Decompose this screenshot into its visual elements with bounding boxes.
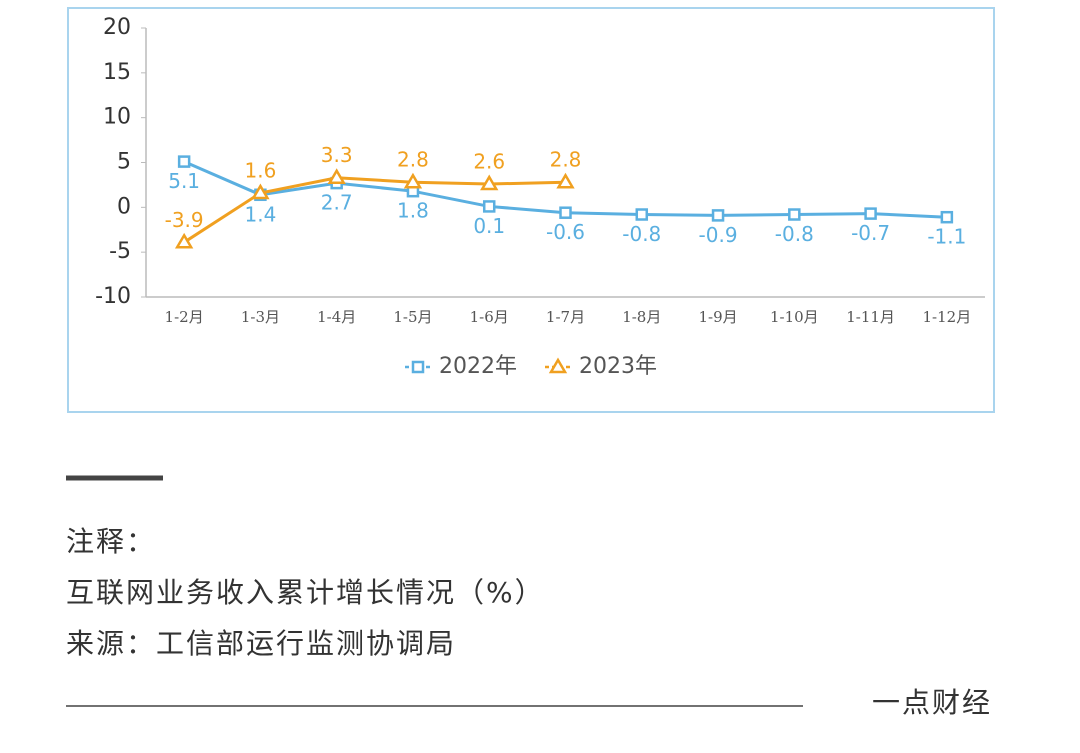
y-tick-label: 20: [103, 15, 131, 40]
data-label: 1.8: [397, 199, 429, 223]
marker: [711, 209, 725, 222]
y-tick-label: -10: [95, 284, 131, 309]
data-label: -0.8: [775, 222, 814, 246]
data-label: -0.8: [622, 222, 661, 246]
data-label: -1.1: [927, 225, 966, 249]
data-label: -0.7: [851, 221, 890, 245]
y-tick-label: 10: [103, 105, 131, 130]
legend-label: 2023年: [579, 354, 657, 379]
series-line: [183, 176, 566, 244]
x-tick-label: 1-4月: [317, 308, 356, 326]
data-label: -0.6: [546, 220, 585, 244]
marker: [864, 207, 877, 220]
data-label: 2.6: [473, 150, 505, 174]
note-line: 来源：工信部运行监测协调局: [66, 627, 456, 660]
data-label: 1.4: [245, 202, 277, 226]
x-tick-label: 1-11月: [846, 308, 895, 326]
x-tick-label: 1-6月: [470, 308, 509, 326]
note-heading: 注释：: [66, 525, 156, 558]
x-tick-label: 1-2月: [165, 308, 204, 326]
data-label: 2.8: [550, 148, 582, 172]
note-line: 互联网业务收入累计增长情况（%）: [66, 576, 545, 609]
legend-label: 2022年: [439, 354, 517, 379]
data-label: 5.1: [168, 169, 200, 193]
y-tick-label: 15: [103, 60, 131, 85]
data-label: 3.3: [321, 143, 353, 167]
y-tick-label: 5: [117, 150, 131, 175]
data-label: -3.9: [165, 208, 204, 232]
legend-marker: [411, 360, 425, 374]
x-tick-label: 1-3月: [241, 308, 280, 326]
marker: [177, 155, 191, 168]
marker: [556, 172, 575, 189]
marker: [403, 172, 423, 189]
marker: [251, 183, 270, 200]
x-tick-label: 1-5月: [393, 308, 432, 326]
legend-marker: [548, 357, 568, 374]
y-tick-label: 0: [117, 194, 131, 219]
y-tick-label: -5: [109, 239, 131, 264]
x-tick-label: 1-12月: [923, 308, 972, 326]
data-label: -0.9: [699, 223, 738, 247]
chart-frame: [67, 7, 995, 413]
marker: [559, 206, 572, 219]
marker: [635, 208, 649, 221]
marker: [327, 168, 346, 184]
x-tick-label: 1-7月: [546, 308, 585, 326]
data-label: 0.1: [473, 214, 505, 238]
marker: [174, 232, 194, 249]
marker: [482, 200, 496, 213]
marker: [788, 208, 801, 221]
data-label: 1.6: [245, 158, 277, 182]
x-tick-label: 1-9月: [698, 308, 737, 326]
brand: 一点财经: [872, 686, 992, 719]
x-tick-label: 1-10月: [770, 308, 819, 326]
data-label: 2.7: [321, 191, 353, 215]
data-label: 2.8: [397, 148, 429, 172]
x-tick-label: 1-8月: [622, 308, 661, 326]
marker: [480, 174, 499, 191]
marker: [940, 210, 954, 224]
